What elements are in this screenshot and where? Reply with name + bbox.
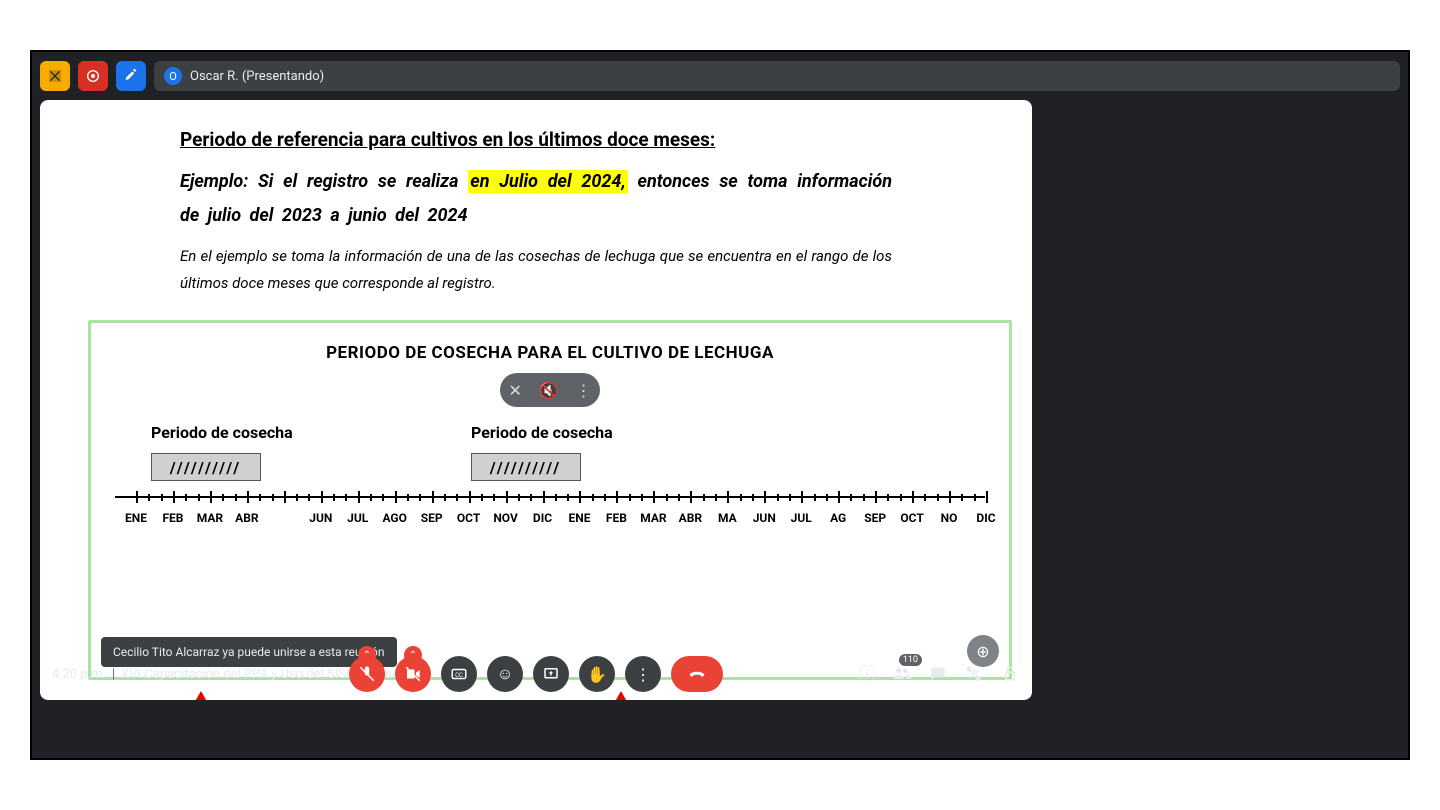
month-label: AGO <box>382 511 406 525</box>
slide-content: Periodo de referencia para cultivos en l… <box>40 100 1032 297</box>
captions-button[interactable]: CC <box>441 656 477 692</box>
raise-hand-button[interactable]: ✋ <box>579 656 615 692</box>
presenter-avatar: O <box>164 67 182 85</box>
month-label: NO <box>941 511 958 525</box>
record-btn[interactable] <box>78 61 108 91</box>
month-label: SEP <box>421 511 443 525</box>
month-label: JUL <box>347 511 368 525</box>
meet-window: O Oscar R. (Presentando) Periodo de refe… <box>30 50 1410 760</box>
month-label: OCT <box>900 511 923 525</box>
hangup-button[interactable] <box>671 656 723 692</box>
month-label: AG <box>830 511 846 525</box>
right-controls: ⓘ 110 <box>858 661 1020 687</box>
month-label: JUL <box>791 511 812 525</box>
svg-text:CC: CC <box>455 672 463 679</box>
volume-off-icon: 🔇 <box>539 381 559 400</box>
info-button[interactable]: ⓘ <box>858 661 876 687</box>
month-label: NOV <box>493 511 517 525</box>
clock-label: 4:20 p.m. <box>52 667 106 682</box>
month-label: ABR <box>679 511 702 525</box>
month-label: MAR <box>640 511 666 525</box>
month-label: FEB <box>162 511 183 525</box>
chevron-up-icon[interactable]: ⌃ <box>404 646 422 664</box>
people-button[interactable]: 110 <box>892 664 912 684</box>
timeline-chart: PERIODO DE COSECHA PARA EL CULTIVO DE LE… <box>88 320 1012 680</box>
month-label: MA <box>718 511 737 525</box>
presentation-controls-pill[interactable]: ✕ 🔇 ⋮ <box>500 373 600 407</box>
bottombar: 4:20 p.m. | XVI Capacitación del PPA y U… <box>40 648 1032 700</box>
month-label: JUN <box>753 511 776 525</box>
harvest-bar-1 <box>151 453 261 481</box>
annotation-btn-1[interactable] <box>40 61 70 91</box>
month-label: FEB <box>606 511 627 525</box>
call-controls: ⌃ ⌃ CC ☺ ✋ ⋮ <box>349 656 723 692</box>
more-icon: ⋮ <box>576 381 592 400</box>
month-label: OCT <box>457 511 480 525</box>
periodo-label-2: Periodo de cosecha <box>471 423 613 442</box>
month-label: DIC <box>976 511 995 525</box>
month-label: ABR <box>235 511 258 525</box>
mic-off-icon: ✕ <box>508 381 521 400</box>
presenter-label: Oscar R. (Presentando) <box>190 69 324 84</box>
month-label: SEP <box>864 511 886 525</box>
month-label: ENE <box>125 511 147 525</box>
host-controls-button[interactable] <box>1000 664 1020 684</box>
slide-note: En el ejemplo se toma la información de … <box>180 243 892 297</box>
month-label: ENE <box>568 511 590 525</box>
presentation-area: Periodo de referencia para cultivos en l… <box>40 100 1032 700</box>
activities-button[interactable] <box>964 664 984 684</box>
slide-example: Ejemplo: Si el registro se realiza en Ju… <box>180 165 892 233</box>
mic-button[interactable]: ⌃ <box>349 656 385 692</box>
topbar: O Oscar R. (Presentando) <box>40 60 1400 92</box>
slide-title: Periodo de referencia para cultivos en l… <box>180 128 892 151</box>
chart-title: PERIODO DE COSECHA PARA EL CULTIVO DE LE… <box>91 343 1009 363</box>
chat-button[interactable] <box>928 664 948 684</box>
periodo-label-1: Periodo de cosecha <box>151 423 293 442</box>
more-options-button[interactable]: ⋮ <box>625 656 661 692</box>
harvest-bar-2 <box>471 453 581 481</box>
month-label: DIC <box>533 511 552 525</box>
month-label: JUN <box>309 511 332 525</box>
month-label: MAR <box>197 511 223 525</box>
camera-button[interactable]: ⌃ <box>395 656 431 692</box>
timeline-axis: 2023 2024 <box>115 491 985 503</box>
presenter-pill[interactable]: O Oscar R. (Presentando) <box>154 61 1400 91</box>
people-count-badge: 110 <box>899 654 922 666</box>
present-button[interactable] <box>533 656 569 692</box>
annotation-btn-2[interactable] <box>116 61 146 91</box>
reactions-button[interactable]: ☺ <box>487 656 523 692</box>
chevron-up-icon[interactable]: ⌃ <box>358 646 376 664</box>
